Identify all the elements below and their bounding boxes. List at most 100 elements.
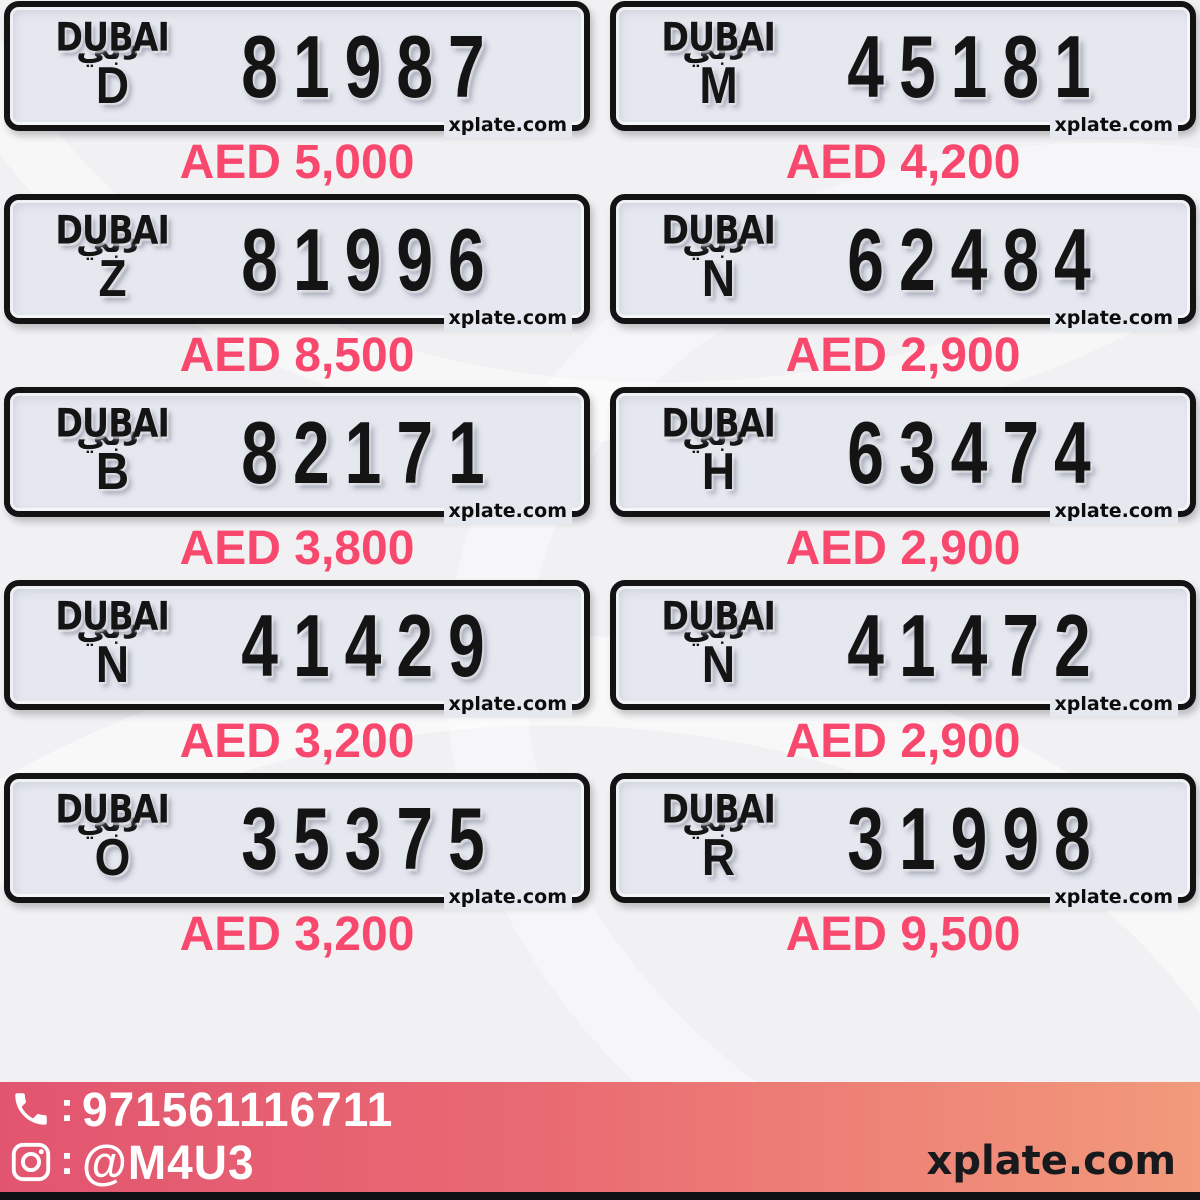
- plate-listing: DUBAI دبي H 63474 xplate.com AED 2,900: [610, 387, 1196, 580]
- license-plate: DUBAI دبي D 81987 xplate.com: [4, 1, 590, 138]
- dubai-logo-text: DUBAI: [661, 593, 777, 640]
- phone-icon: [8, 1086, 54, 1132]
- plate-left-section: DUBAI دبي M: [616, 7, 821, 125]
- plate-listing: DUBAI دبي M 45181 xplate.com AED 4,200: [610, 1, 1196, 194]
- phone-number: 971561116711: [82, 1082, 394, 1136]
- plate-watermark: xplate.com: [443, 114, 572, 138]
- plate-left-section: DUBAI دبي D: [10, 7, 215, 125]
- brand-wordmark: xplate.com: [926, 1138, 1176, 1184]
- dubai-logo: DUBAI دبي: [49, 14, 175, 67]
- dubai-logo-text: DUBAI: [661, 786, 777, 833]
- plate-letter-code: O: [94, 827, 131, 887]
- plate-letter-code: N: [701, 634, 736, 694]
- plate-number: 81987: [241, 16, 500, 116]
- license-plate: DUBAI دبي N 62484 xplate.com: [610, 194, 1196, 331]
- plate-left-section: DUBAI دبي N: [616, 200, 821, 318]
- plate-grid: DUBAI دبي D 81987 xplate.com AED 5,000 D…: [4, 1, 1196, 966]
- plate-watermark: xplate.com: [1049, 886, 1178, 910]
- plate-watermark: xplate.com: [1049, 307, 1178, 331]
- dubai-logo: DUBAI دبي: [49, 400, 175, 453]
- dubai-logo: DUBAI دبي: [49, 207, 175, 260]
- plate-number: 45181: [847, 16, 1106, 116]
- dubai-logo-arabic: دبي: [682, 28, 745, 67]
- dubai-logo-arabic: دبي: [76, 607, 139, 646]
- dubai-logo-arabic: دبي: [76, 28, 139, 67]
- price-label: AED 3,800: [179, 522, 415, 575]
- dubai-logo-arabic: دبي: [76, 414, 139, 453]
- plate-watermark: xplate.com: [1049, 500, 1178, 524]
- instagram-handle: @M4U3: [82, 1134, 255, 1189]
- plate-letter-code: M: [699, 55, 738, 115]
- plate-watermark: xplate.com: [1049, 693, 1178, 717]
- plate-letter-code: D: [95, 55, 130, 115]
- plate-watermark: xplate.com: [1049, 114, 1178, 138]
- plate-letter-code: R: [701, 827, 736, 887]
- price-label: AED 4,200: [785, 136, 1021, 189]
- license-plate: DUBAI دبي M 45181 xplate.com: [610, 1, 1196, 138]
- dubai-logo: DUBAI دبي: [49, 787, 175, 839]
- dubai-logo: DUBAI دبي: [655, 207, 781, 260]
- dubai-logo-text: DUBAI: [55, 207, 171, 254]
- plate-left-section: DUBAI دبي H: [616, 393, 821, 511]
- license-plate: DUBAI دبي R 31998 xplate.com: [610, 773, 1196, 910]
- license-plate: DUBAI دبي Z 81996 xplate.com: [4, 194, 590, 331]
- dubai-logo-arabic: دبي: [76, 221, 139, 260]
- footer: : 971561116711 : @M4U3 xplate.com: [0, 1082, 1200, 1192]
- plate-number: 35375: [241, 788, 500, 888]
- dubai-logo-arabic: دبي: [682, 607, 745, 646]
- bottom-border-strip: [0, 1192, 1200, 1200]
- price-label: AED 2,900: [785, 522, 1021, 575]
- plate-left-section: DUBAI دبي O: [10, 779, 215, 897]
- separator: :: [60, 1082, 74, 1130]
- dubai-logo-arabic: دبي: [682, 800, 745, 839]
- dubai-logo-text: DUBAI: [55, 400, 171, 447]
- price-label: AED 8,500: [179, 329, 415, 382]
- plate-left-section: DUBAI دبي B: [10, 393, 215, 511]
- plate-left-section: DUBAI دبي Z: [10, 200, 215, 318]
- dubai-logo: DUBAI دبي: [655, 786, 781, 839]
- plate-listing: DUBAI دبي N 62484 xplate.com AED 2,900: [610, 194, 1196, 387]
- plate-listing: DUBAI دبي R 31998 xplate.com AED 9,500: [610, 773, 1196, 966]
- dubai-logo: DUBAI دبي: [655, 400, 781, 453]
- price-label: AED 5,000: [179, 136, 415, 189]
- separator: :: [60, 1135, 74, 1183]
- instagram-icon: [8, 1139, 54, 1185]
- plate-listing: DUBAI دبي N 41429 xplate.com AED 3,200: [4, 580, 590, 773]
- phone-contact-line: : 971561116711: [0, 1082, 1200, 1136]
- dubai-logo-text: DUBAI: [55, 14, 171, 61]
- plate-number: 81996: [241, 209, 500, 309]
- dubai-logo-text: DUBAI: [661, 14, 777, 61]
- price-label: AED 2,900: [785, 329, 1021, 382]
- plate-letter-code: Z: [98, 248, 127, 308]
- plate-watermark: xplate.com: [443, 307, 572, 331]
- price-label: AED 9,500: [785, 908, 1021, 961]
- plate-number: 41472: [847, 595, 1106, 695]
- plate-left-section: DUBAI دبي R: [616, 779, 821, 897]
- plate-letter-code: N: [701, 248, 736, 308]
- dubai-logo-text: DUBAI: [661, 400, 777, 447]
- plate-letter-code: B: [95, 441, 130, 501]
- license-plate: DUBAI دبي O 35375 xplate.com: [4, 773, 590, 910]
- license-plate: DUBAI دبي H 63474 xplate.com: [610, 387, 1196, 524]
- dubai-logo-text: DUBAI: [661, 207, 777, 254]
- plate-listing: DUBAI دبي D 81987 xplate.com AED 5,000: [4, 1, 590, 194]
- price-label: AED 3,200: [179, 908, 415, 961]
- price-label: AED 3,200: [179, 715, 415, 768]
- plate-number: 82171: [241, 402, 500, 502]
- plate-listing: DUBAI دبي Z 81996 xplate.com AED 8,500: [4, 194, 590, 387]
- plate-listing: DUBAI دبي O 35375 xplate.com AED 3,200: [4, 773, 590, 966]
- plate-watermark: xplate.com: [443, 693, 572, 717]
- plate-letter-code: H: [701, 441, 736, 501]
- plate-number: 62484: [847, 209, 1106, 309]
- license-plate: DUBAI دبي N 41429 xplate.com: [4, 580, 590, 717]
- plate-watermark: xplate.com: [443, 886, 572, 910]
- plate-number: 31998: [847, 788, 1106, 888]
- dubai-logo-arabic: دبي: [682, 414, 745, 453]
- plate-listing: DUBAI دبي B 82171 xplate.com AED 3,800: [4, 387, 590, 580]
- dubai-logo: DUBAI دبي: [655, 14, 781, 67]
- dubai-logo-arabic: دبي: [76, 800, 139, 839]
- price-label: AED 2,900: [785, 715, 1021, 768]
- dubai-logo: DUBAI دبي: [49, 594, 175, 646]
- dubai-logo-arabic: دبي: [682, 221, 745, 260]
